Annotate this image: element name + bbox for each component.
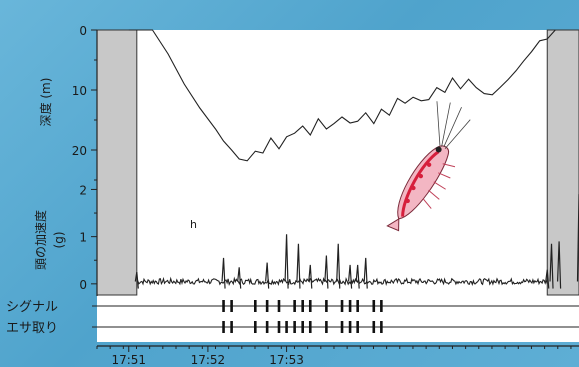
acceleration-spike-9 [347, 264, 353, 289]
acceleration-spike-13 [549, 243, 554, 289]
event-mark-1-0 [222, 321, 225, 333]
event-row-label-0: シグナル [6, 300, 58, 315]
event-row-label-1: エサ取り [6, 321, 58, 336]
krill-illustration [386, 101, 471, 232]
event-mark-0-13 [380, 300, 383, 312]
acceleration-line [136, 276, 548, 287]
acceleration-spike-6 [308, 264, 313, 289]
acceleration-spike-4 [284, 234, 289, 289]
event-mark-1-2 [253, 321, 257, 333]
event-mark-0-1 [230, 300, 233, 312]
event-mark-0-7 [308, 300, 312, 312]
depth-tick-label-1: 10 [72, 84, 87, 98]
acceleration-spike-0 [134, 271, 139, 289]
event-mark-1-11 [348, 321, 352, 333]
acceleration-spike-2 [237, 267, 242, 289]
event-background [97, 298, 579, 342]
acceleration-spike-10 [355, 264, 360, 289]
acceleration-spike-11 [363, 257, 368, 289]
acc-axis-label: 頭の加速度 [33, 210, 48, 270]
event-mark-1-12 [356, 321, 359, 333]
event-mark-1-1 [230, 321, 233, 333]
acceleration-spike-5 [296, 243, 301, 289]
acceleration-spike-8 [336, 243, 341, 289]
acceleration-spike-12 [545, 269, 550, 289]
x-tick-label-2: 17:53 [269, 353, 304, 367]
event-mark-0-6 [301, 300, 304, 312]
shaded-intervals [96, 29, 579, 296]
acceleration-spike-15 [576, 194, 579, 282]
shaded-interval-0 [96, 29, 138, 296]
event-mark-1-6 [293, 321, 296, 333]
acceleration-spike-14 [556, 241, 562, 289]
acceleration-spike-3 [265, 262, 270, 289]
acceleration-series [134, 194, 579, 289]
x-tick-label-1: 17:52 [191, 353, 226, 367]
event-mark-0-8 [325, 300, 328, 312]
event-mark-0-10 [348, 300, 352, 312]
x-tick-label-0: 17:51 [111, 353, 146, 367]
event-mark-1-14 [380, 321, 383, 333]
event-mark-1-5 [285, 321, 288, 333]
event-mark-0-0 [222, 300, 225, 312]
event-mark-1-8 [308, 321, 312, 333]
depth-tick-label-2: 20 [72, 144, 87, 158]
depth-line [128, 29, 556, 162]
event-mark-0-4 [277, 300, 281, 312]
axes: 0 10 20 深度 (m) 0 1 2 頭の加速度 (g) h 17:51 17:52 17:53 [33, 24, 579, 367]
acc-tick-label-2: 2 [79, 183, 87, 197]
event-mark-1-9 [325, 321, 328, 333]
depth-series [128, 29, 556, 162]
acceleration-spike-7 [324, 255, 329, 289]
acc-tick-label-0: 0 [79, 278, 87, 292]
event-mark-0-5 [293, 300, 296, 312]
event-mark-0-3 [265, 300, 269, 312]
event-mark-1-3 [265, 321, 269, 333]
event-mark-0-11 [356, 300, 359, 312]
event-mark-1-7 [301, 321, 304, 333]
shaded-interval-1 [546, 29, 579, 296]
panel-annotation: h [190, 218, 197, 231]
event-mark-1-4 [277, 321, 281, 333]
acceleration-spike-1 [221, 257, 226, 289]
depth-tick-label-0: 0 [79, 24, 87, 38]
event-mark-0-9 [340, 300, 344, 312]
acc-axis-unit: (g) [52, 232, 66, 249]
event-mark-1-10 [340, 321, 344, 333]
event-mark-0-2 [253, 300, 257, 312]
event-mark-0-12 [372, 300, 376, 312]
acc-tick-label-1: 1 [79, 231, 87, 245]
depth-axis-label: 深度 (m) [38, 78, 53, 127]
event-mark-1-13 [372, 321, 376, 333]
